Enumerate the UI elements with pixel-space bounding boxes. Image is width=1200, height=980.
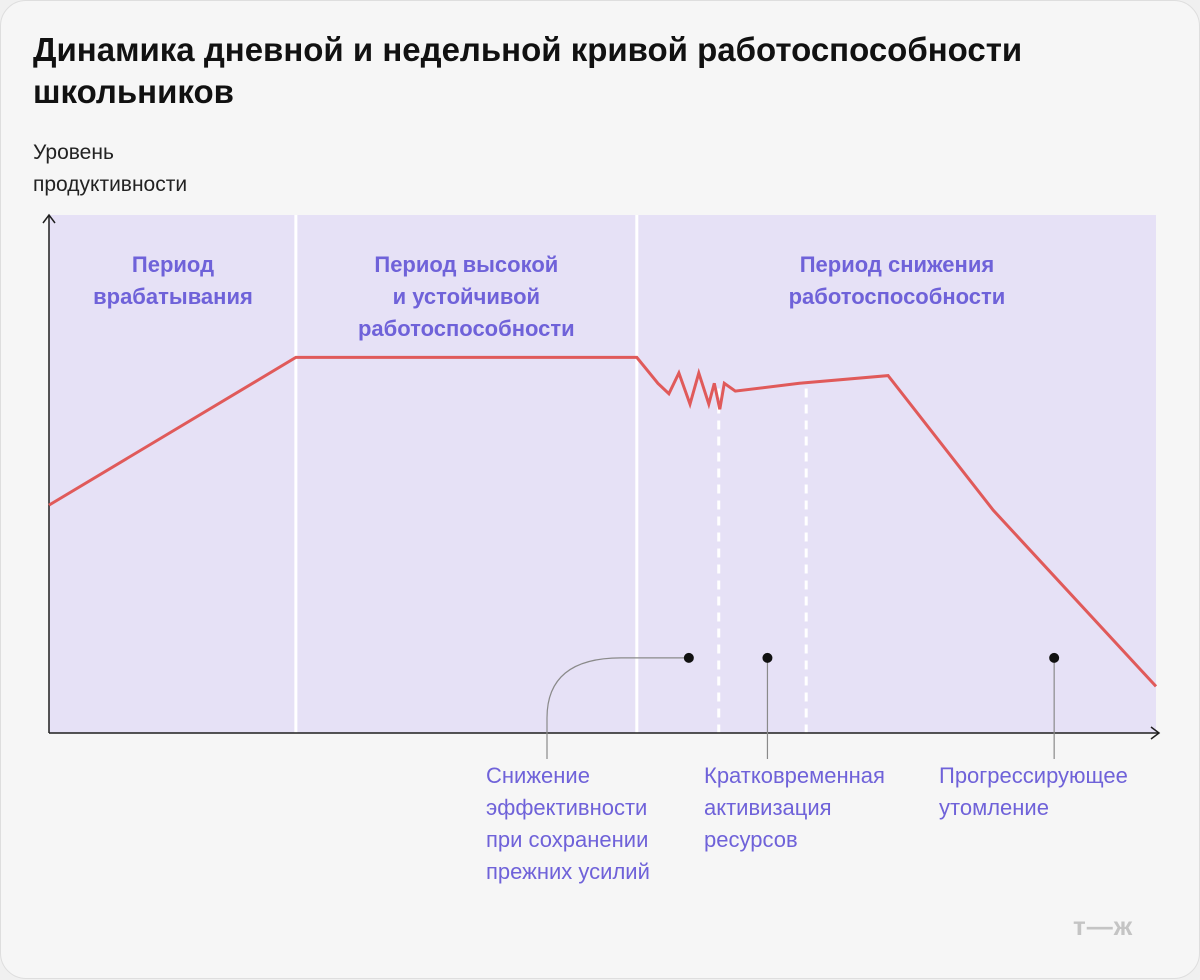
phase-dot-short-activation — [762, 652, 773, 663]
phase-dot-efficiency-drop — [683, 652, 694, 663]
x-axis-arrow — [1150, 726, 1161, 740]
phase-dot-progressive-fatigue — [1049, 652, 1060, 663]
leader-line-efficiency-drop — [546, 657, 689, 759]
y-axis-label: Уровень продуктивности — [33, 141, 188, 196]
period-label-2: Период высокой и устойчивой работоспособно… — [358, 252, 575, 341]
phase-label-short-activation: Кратковременная активизация ресурсов — [704, 763, 885, 852]
productivity-curve — [48, 355, 1158, 688]
y-axis-arrow — [42, 213, 56, 224]
brand-logo: т—ж — [1073, 911, 1134, 941]
period-label-1: Период врабатывания — [93, 252, 253, 309]
plot-area-band — [49, 215, 1156, 733]
phase-label-progressive-fatigue: Прогрессирующее утомление — [939, 763, 1128, 820]
chart-title: Динамика дневной и недельной кривой рабо… — [33, 31, 1023, 110]
period-label-3: Период снижения работоспособности — [789, 252, 1006, 309]
phase-label-efficiency-drop: Снижение эффективности при сохранении пр… — [486, 763, 650, 884]
